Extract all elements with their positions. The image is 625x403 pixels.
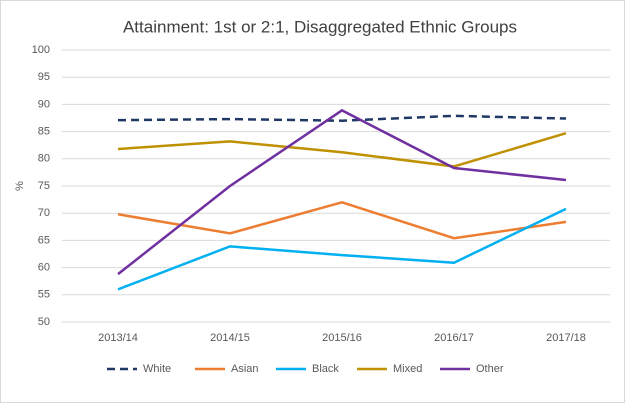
- y-tick-label: 55: [38, 289, 50, 301]
- legend-label: Mixed: [393, 363, 422, 375]
- series-line: [117, 132, 567, 168]
- y-tick-label: 50: [38, 316, 50, 328]
- series-line: [117, 207, 567, 291]
- y-tick-label: 70: [38, 207, 50, 219]
- y-tick-label: 95: [38, 71, 50, 83]
- y-tick-label: 60: [38, 262, 50, 274]
- y-tick-label: 85: [38, 126, 50, 138]
- legend-label: Other: [476, 363, 504, 375]
- legend-label: White: [143, 363, 171, 375]
- legend-label: Asian: [231, 363, 259, 375]
- series-line: [117, 114, 567, 122]
- y-tick-label: 75: [38, 180, 50, 192]
- y-tick-label: 65: [38, 234, 50, 246]
- x-tick-label: 2017/18: [546, 332, 586, 344]
- series-line: [117, 108, 567, 276]
- y-tick-label: 100: [32, 44, 50, 56]
- legend-label: Black: [312, 363, 339, 375]
- series-line: [117, 201, 567, 240]
- y-axis-label: %: [14, 181, 26, 191]
- chart-title: Attainment: 1st or 2:1, Disaggregated Et…: [123, 17, 517, 36]
- x-tick-label: 2016/17: [434, 332, 474, 344]
- y-tick-label: 80: [38, 153, 50, 165]
- x-tick-label: 2013/14: [98, 332, 138, 344]
- y-tick-label: 90: [38, 98, 50, 110]
- x-tick-label: 2014/15: [210, 332, 250, 344]
- x-tick-label: 2015/16: [322, 332, 362, 344]
